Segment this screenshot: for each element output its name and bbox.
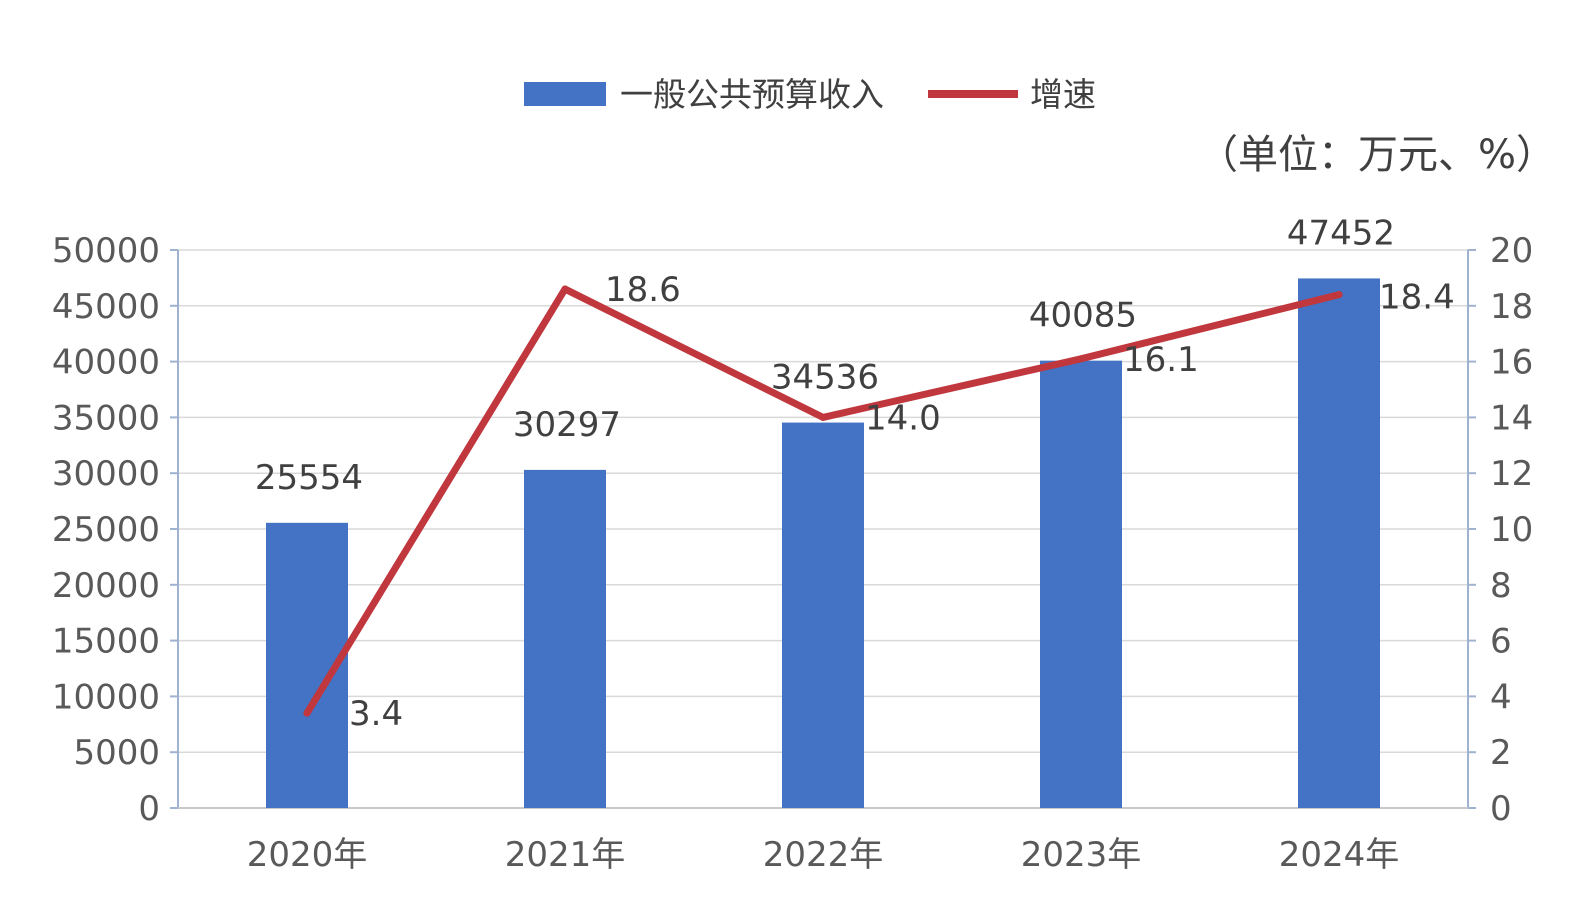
y-left-tick-label: 20000 [52, 566, 160, 606]
y-left-tick-label: 5000 [73, 733, 160, 773]
y-right-tick-label: 8 [1490, 566, 1512, 606]
growth-point [303, 709, 311, 717]
bar-value-label: 34536 [771, 358, 879, 398]
y-left-tick-label: 30000 [52, 454, 160, 494]
growth-value-label: 18.4 [1379, 278, 1455, 318]
growth-value-label: 14.0 [865, 398, 941, 438]
y-right-tick-label: 12 [1490, 454, 1533, 494]
line-series [303, 285, 1343, 717]
y-right-tick-label: 2 [1490, 733, 1512, 773]
growth-value-label: 18.6 [605, 270, 681, 310]
y-right-tick-label: 4 [1490, 677, 1512, 717]
legend-label-growth: 增速 [1030, 75, 1096, 114]
growth-point [561, 285, 569, 293]
bar-2021年 [524, 469, 606, 808]
y-right-tick-label: 20 [1490, 231, 1533, 271]
y-left-tick-label: 10000 [52, 677, 160, 717]
y-left-tick-label: 15000 [52, 622, 160, 662]
data-labels: 25554 30297 34536 40085 47452 3.4 18.6 14.0 16.1… [255, 213, 1455, 734]
bar-value-label: 47452 [1287, 213, 1395, 253]
bar-series [266, 278, 1380, 808]
y-left-tick-label: 40000 [52, 343, 160, 383]
legend-swatch-bar [524, 82, 606, 106]
x-tick-label: 2020年 [247, 835, 368, 875]
y-right-tick-label: 14 [1490, 398, 1533, 438]
bar-2022年 [782, 422, 864, 808]
growth-value-label: 16.1 [1123, 340, 1199, 380]
y-left-tick-label: 50000 [52, 231, 160, 271]
bar-value-label: 40085 [1029, 296, 1137, 336]
bar-value-label: 30297 [513, 405, 621, 445]
y-left-tick-label: 0 [138, 789, 160, 829]
y-right-tick-label: 16 [1490, 343, 1533, 383]
y-left-tick-label: 45000 [52, 287, 160, 327]
y-left-tick-label: 35000 [52, 398, 160, 438]
growth-point [1335, 291, 1343, 299]
y-right-tick-label: 6 [1490, 622, 1512, 662]
bar-value-label: 25554 [255, 458, 363, 498]
bar-2023年 [1040, 360, 1122, 808]
x-tick-label: 2024年 [1279, 835, 1400, 875]
y-left-tick-label: 25000 [52, 510, 160, 550]
x-tick-label: 2021年 [505, 835, 626, 875]
x-tick-label: 2022年 [763, 835, 884, 875]
y-right-tick-label: 0 [1490, 789, 1512, 829]
y-right-tick-label: 18 [1490, 287, 1533, 327]
bar-2024年 [1298, 278, 1380, 808]
y-right-tick-label: 10 [1490, 510, 1533, 550]
growth-point [1077, 355, 1085, 363]
unit-note: （单位：万元、%） [1198, 132, 1556, 178]
x-tick-label: 2023年 [1021, 835, 1142, 875]
legend: 一般公共预算收入 增速 [524, 75, 1096, 114]
growth-value-label: 3.4 [349, 694, 403, 734]
growth-point [819, 413, 827, 421]
legend-label-revenue: 一般公共预算收入 [620, 75, 884, 114]
